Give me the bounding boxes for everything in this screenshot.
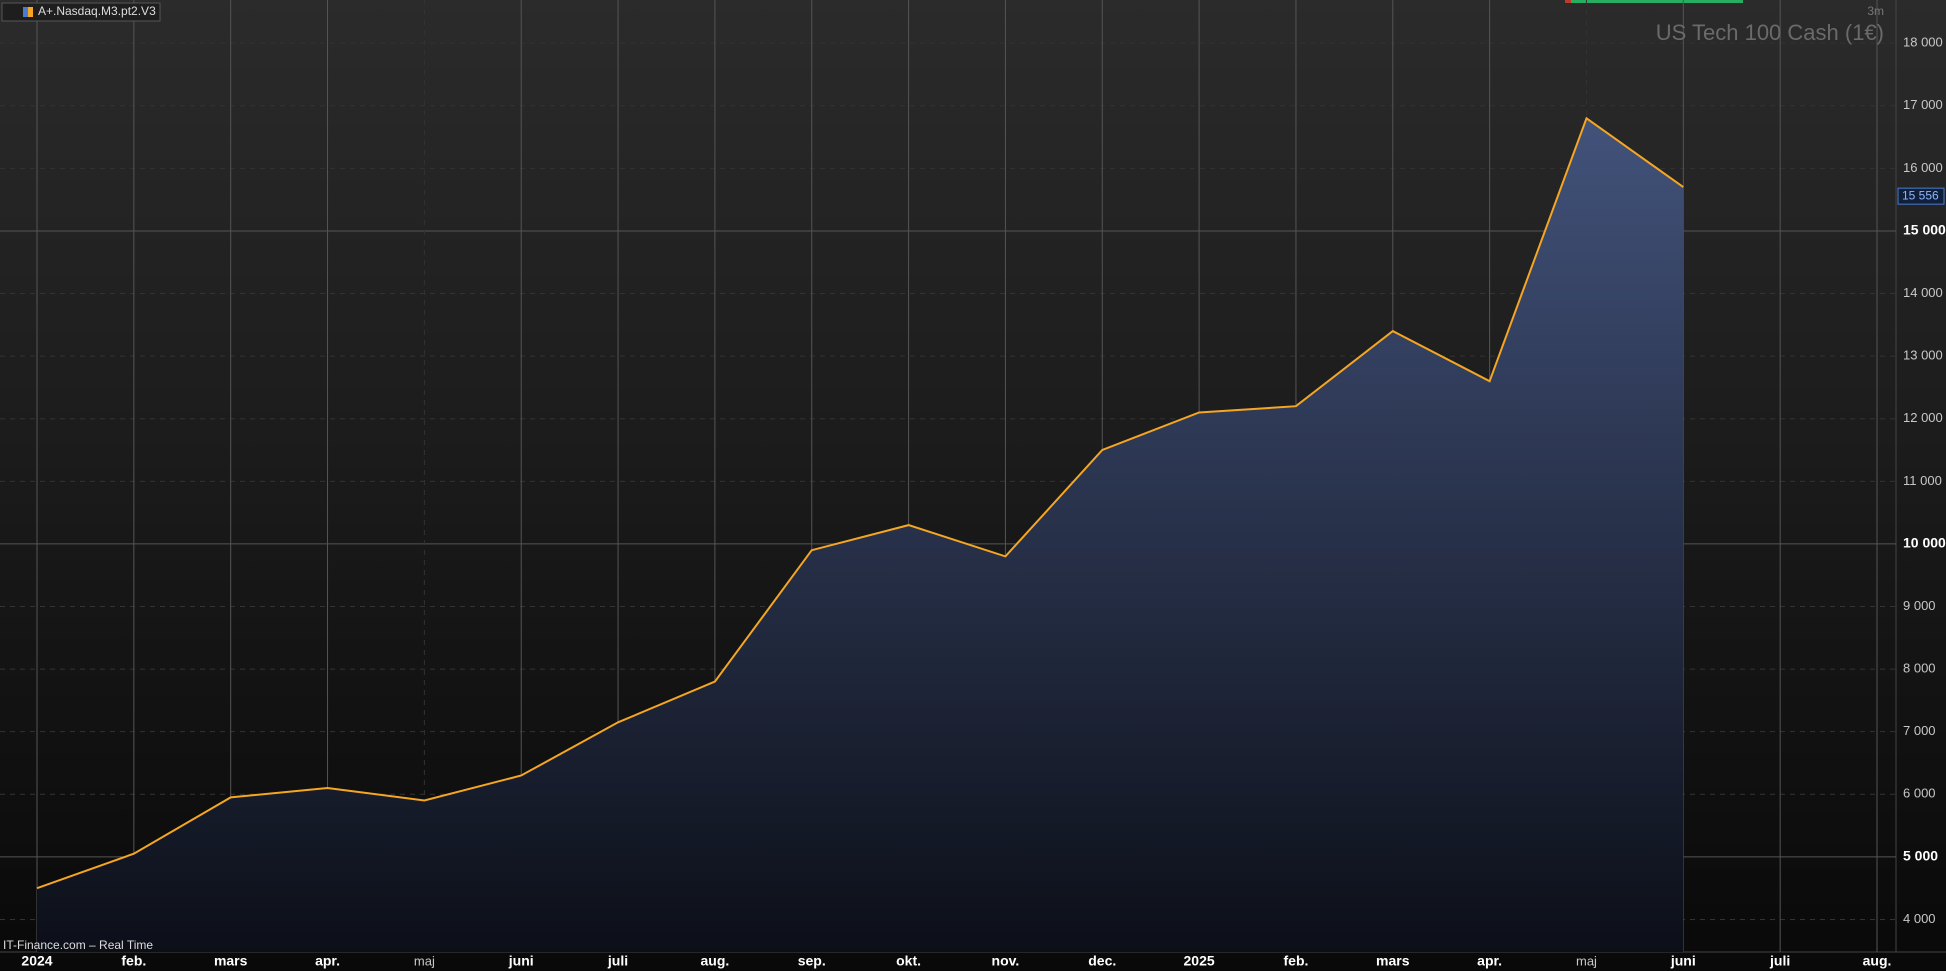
y-tick-label: 14 000	[1903, 285, 1943, 300]
y-tick-label: 17 000	[1903, 97, 1943, 112]
y-tick-label: 9 000	[1903, 598, 1936, 613]
y-tick-label: 4 000	[1903, 911, 1936, 926]
x-tick-label: maj	[414, 953, 435, 968]
x-tick-label: feb.	[1284, 953, 1309, 969]
y-tick-label: 12 000	[1903, 410, 1943, 425]
instrument-label: A+.Nasdaq.M3.pt2.V3	[38, 4, 156, 18]
line	[36, 116, 1684, 890]
y-tick-label: 15 000	[1903, 222, 1946, 238]
timeframe: 3m	[1867, 4, 1884, 18]
x-tick-label: feb.	[121, 953, 146, 969]
x-tick-label: juni	[508, 953, 534, 969]
area	[37, 118, 1684, 953]
y-tick-label: 13 000	[1903, 348, 1943, 363]
x-tick-label: apr.	[315, 953, 340, 969]
x-tick-label: dec.	[1088, 953, 1116, 969]
y-tick-label: 8 000	[1903, 661, 1936, 676]
price-tag-label: 15 556	[1902, 188, 1939, 202]
y-tick-label: 5 000	[1903, 848, 1938, 864]
x-tick-label: maj	[1576, 953, 1597, 968]
status-bar	[1571, 0, 1743, 3]
y-tick-label: 18 000	[1903, 35, 1943, 50]
x-tick-label: mars	[214, 953, 248, 969]
x-tick-label: 2025	[1184, 953, 1215, 969]
price-tag	[1897, 187, 1945, 205]
x-tick-label: juli	[607, 953, 628, 969]
legend-swatch	[28, 7, 33, 17]
source-label: IT-Finance.com – Real Time	[3, 938, 153, 952]
x-tick-label: juli	[1769, 953, 1790, 969]
y-tick-label: 6 000	[1903, 786, 1936, 801]
y-tick-label: 10 000	[1903, 535, 1946, 551]
x-tick-label: aug.	[1863, 953, 1892, 969]
x-tick-label: apr.	[1477, 953, 1502, 969]
y-tick-label: 16 000	[1903, 160, 1943, 175]
x-tick-label: sep.	[798, 953, 826, 969]
y-tick-label: 7 000	[1903, 723, 1936, 738]
legend-swatch	[23, 7, 28, 17]
x-tick-label: okt.	[896, 953, 921, 969]
instrument-tab[interactable]	[1, 2, 161, 22]
x-tick-label: mars	[1376, 953, 1410, 969]
x-tick-label: 2024	[21, 953, 52, 969]
x-tick-label: juni	[1670, 953, 1696, 969]
x-tick-label: nov.	[992, 953, 1020, 969]
chart-title: US Tech 100 Cash (1€)	[1656, 20, 1884, 45]
x-tick-label: aug.	[701, 953, 730, 969]
y-tick-label: 11 000	[1903, 473, 1942, 488]
